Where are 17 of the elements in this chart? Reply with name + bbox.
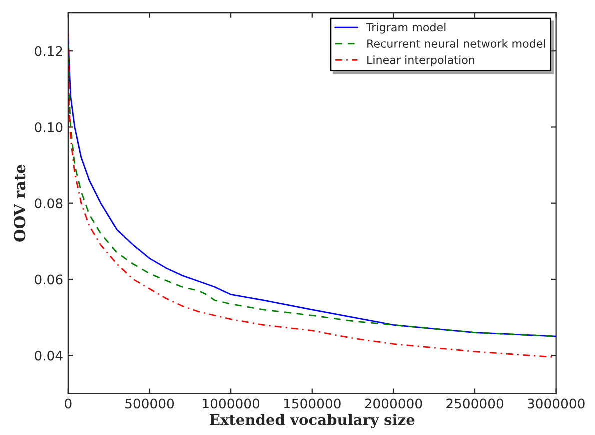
legend-label: Recurrent neural network model <box>368 39 546 48</box>
x-tick-label: 2500000 <box>446 398 504 409</box>
x-tick-label: 0 <box>65 398 72 409</box>
x-axis-title: Extended vocabulary size <box>210 414 415 428</box>
x-tick-label: 2000000 <box>365 398 422 409</box>
x-tick-label: 3000000 <box>528 398 585 409</box>
y-tick-label: 0.12 <box>35 46 62 56</box>
y-tick-label: 0.06 <box>35 274 63 285</box>
y-axis-title: OOV rate <box>14 164 26 242</box>
y-tick-label: 0.04 <box>35 350 63 361</box>
x-tick-label: 500000 <box>126 398 174 409</box>
legend-label: Trigram model <box>366 23 446 34</box>
y-tick-label: 0.10 <box>35 122 63 132</box>
x-tick-label: 1500000 <box>284 398 341 409</box>
legend-label: Linear interpolation <box>368 56 475 66</box>
x-tick-label: 1000000 <box>203 398 260 409</box>
y-tick-label: 0.08 <box>35 198 63 209</box>
